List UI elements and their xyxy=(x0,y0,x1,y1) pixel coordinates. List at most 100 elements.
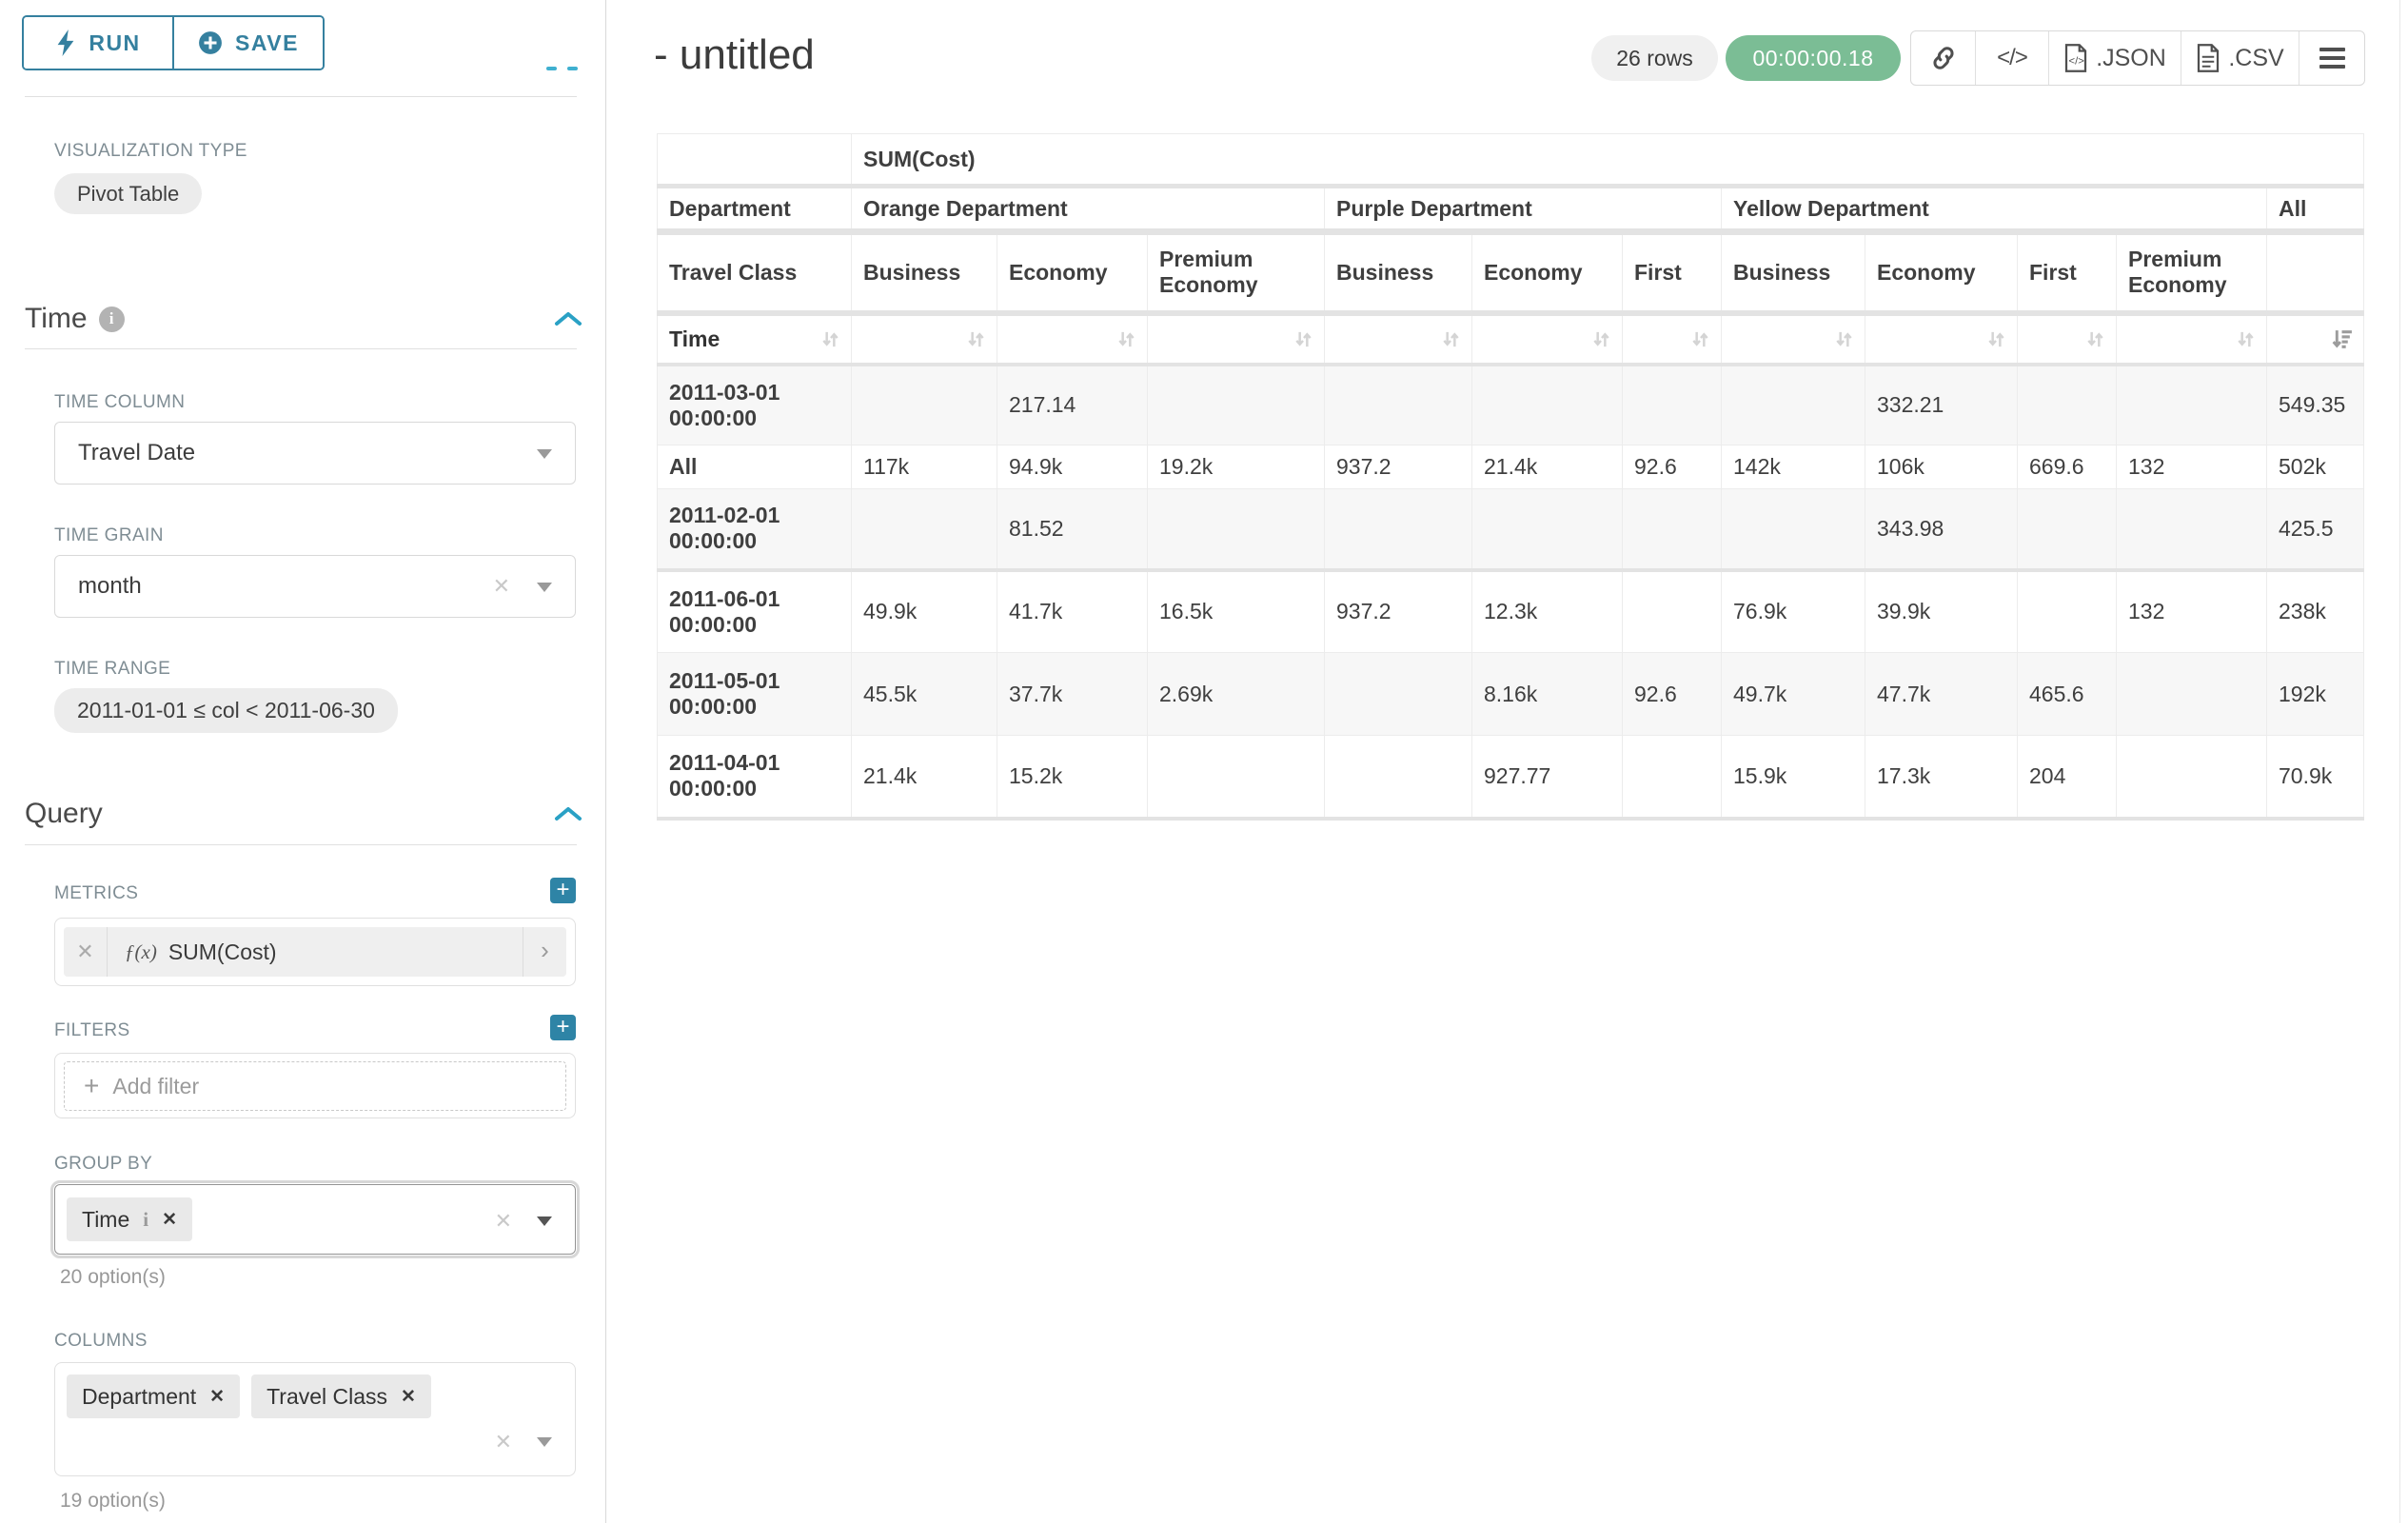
remove-metric-icon[interactable] xyxy=(64,927,108,977)
value-cell: 47.7k xyxy=(1865,652,2018,736)
time-section-collapse-icon[interactable] xyxy=(554,310,582,327)
travel-class-header: Business xyxy=(851,231,997,316)
filters-box: Add filter xyxy=(54,1053,576,1118)
value-cell: 937.2 xyxy=(1324,445,1472,489)
value-cell: 465.6 xyxy=(2017,652,2117,736)
value-cell: 132 xyxy=(2116,569,2267,653)
query-section-collapse-icon[interactable] xyxy=(554,805,582,822)
value-cell xyxy=(1324,735,1472,821)
clear-icon[interactable] xyxy=(495,1209,512,1234)
value-cell: 37.7k xyxy=(997,652,1148,736)
group-by-chip[interactable]: Time i xyxy=(67,1197,193,1241)
value-cell: 16.5k xyxy=(1147,569,1325,653)
chart-type-collapse-icon[interactable] xyxy=(546,67,557,70)
value-cell xyxy=(2116,364,2267,445)
columns-chip[interactable]: Department xyxy=(67,1375,241,1418)
run-button[interactable]: RUN xyxy=(24,17,172,69)
travel-class-header xyxy=(2265,231,2365,316)
expand-metric-icon[interactable] xyxy=(523,927,566,977)
value-cell: 937.2 xyxy=(1324,569,1472,653)
sort-cell xyxy=(1622,312,1722,366)
group-by-option-count: 20 option(s) xyxy=(60,1266,166,1288)
value-cell: 49.9k xyxy=(851,569,997,653)
share-link-button[interactable] xyxy=(1911,31,1975,85)
remove-chip-icon[interactable] xyxy=(401,1386,416,1408)
save-button[interactable]: SAVE xyxy=(172,17,323,69)
sort-icon[interactable] xyxy=(1833,328,1855,350)
embed-code-button[interactable]: </> xyxy=(1975,31,2048,85)
value-cell: 92.6 xyxy=(1622,445,1722,489)
clear-icon[interactable] xyxy=(495,1430,512,1454)
clear-icon[interactable] xyxy=(493,574,510,599)
divider xyxy=(25,844,577,845)
sort-icon[interactable] xyxy=(1440,328,1462,350)
value-cell: 132 xyxy=(2116,445,2267,489)
sort-icon[interactable] xyxy=(965,328,987,350)
department-group-header: All xyxy=(2265,186,2365,235)
travel-class-header: Economy xyxy=(1865,231,2018,316)
viz-type-pill[interactable]: Pivot Table xyxy=(54,173,203,214)
department-group-header: Purple Department xyxy=(1324,186,1722,235)
chart-title[interactable]: - untitled xyxy=(654,31,815,78)
sort-cell xyxy=(2116,312,2267,366)
columns-label: COLUMNS xyxy=(54,1331,148,1351)
table-row: 2011-04-01 00:00:00 21.4k 15.2k 927.77 15.9k… xyxy=(657,735,2365,821)
info-icon[interactable] xyxy=(98,306,125,332)
travel-class-header: Business xyxy=(1324,231,1472,316)
value-cell xyxy=(2116,735,2267,821)
metric-chip[interactable]: ƒ(x) SUM(Cost) xyxy=(64,927,566,977)
time-range-pill[interactable]: 2011-01-01 ≤ col < 2011-06-30 xyxy=(54,688,398,733)
export-json-button[interactable]: </> .JSON xyxy=(2048,31,2181,85)
value-cell: 45.5k xyxy=(851,652,997,736)
value-cell xyxy=(1471,364,1623,445)
sort-icon[interactable] xyxy=(1115,328,1137,350)
value-cell xyxy=(1147,735,1325,821)
time-column-select[interactable]: Travel Date xyxy=(54,422,576,485)
table-row: All 117k 94.9k 19.2k 937.2 21.4k 92.6 142k 106k 6… xyxy=(657,445,2365,489)
table-row: 2011-02-01 00:00:00 81.52 343.98 425.5 xyxy=(657,488,2365,572)
value-cell: 21.4k xyxy=(851,735,997,821)
export-csv-button[interactable]: .CSV xyxy=(2181,31,2299,85)
column-info-icon[interactable]: i xyxy=(143,1207,149,1231)
chart-toolbar: </> </> .JSON .CSV xyxy=(1910,30,2365,86)
columns-select[interactable]: Department Travel Class xyxy=(54,1362,576,1476)
panel-divider[interactable] xyxy=(605,0,606,1523)
group-by-select[interactable]: Time i xyxy=(50,1180,580,1258)
remove-chip-icon[interactable] xyxy=(162,1209,177,1231)
department-group-header: Yellow Department xyxy=(1721,186,2267,235)
row-header-cell: 2011-06-01 00:00:00 xyxy=(657,569,852,653)
add-filter-plus-button[interactable] xyxy=(550,1015,576,1040)
add-filter-button[interactable]: Add filter xyxy=(64,1061,566,1111)
time-grain-select[interactable]: month xyxy=(54,555,576,618)
value-cell: 15.9k xyxy=(1721,735,1865,821)
column-dim-label: Department xyxy=(657,186,852,235)
query-section-heading: Query xyxy=(25,798,103,829)
time-range-label: TIME RANGE xyxy=(54,659,171,679)
remove-chip-icon[interactable] xyxy=(209,1386,225,1408)
travel-class-header: First xyxy=(1622,231,1722,316)
value-cell: 8.16k xyxy=(1471,652,1623,736)
sort-icon[interactable] xyxy=(2235,328,2257,350)
value-cell xyxy=(1622,569,1722,653)
value-cell xyxy=(2017,569,2117,653)
value-cell: 81.52 xyxy=(997,488,1148,572)
chart-type-collapse-icon[interactable] xyxy=(567,67,578,70)
columns-chip[interactable]: Travel Class xyxy=(251,1375,431,1418)
sort-icon[interactable] xyxy=(1689,328,1711,350)
scrollbar-track[interactable] xyxy=(2399,0,2400,1523)
sort-icon[interactable] xyxy=(819,328,841,350)
sort-icon[interactable] xyxy=(1293,328,1314,350)
row-header-cell: 2011-05-01 00:00:00 xyxy=(657,652,852,736)
sort-descending-icon[interactable] xyxy=(2330,327,2354,351)
value-cell xyxy=(851,488,997,572)
chevron-down-icon[interactable] xyxy=(537,1437,552,1447)
menu-icon xyxy=(2319,48,2345,69)
sort-icon[interactable] xyxy=(1985,328,2007,350)
more-options-button[interactable] xyxy=(2299,31,2364,85)
sort-icon[interactable] xyxy=(2084,328,2106,350)
chevron-down-icon[interactable] xyxy=(537,1216,552,1226)
value-cell: 39.9k xyxy=(1865,569,2018,653)
department-group-header: Orange Department xyxy=(851,186,1325,235)
add-metric-button[interactable] xyxy=(550,878,576,903)
sort-icon[interactable] xyxy=(1590,328,1612,350)
